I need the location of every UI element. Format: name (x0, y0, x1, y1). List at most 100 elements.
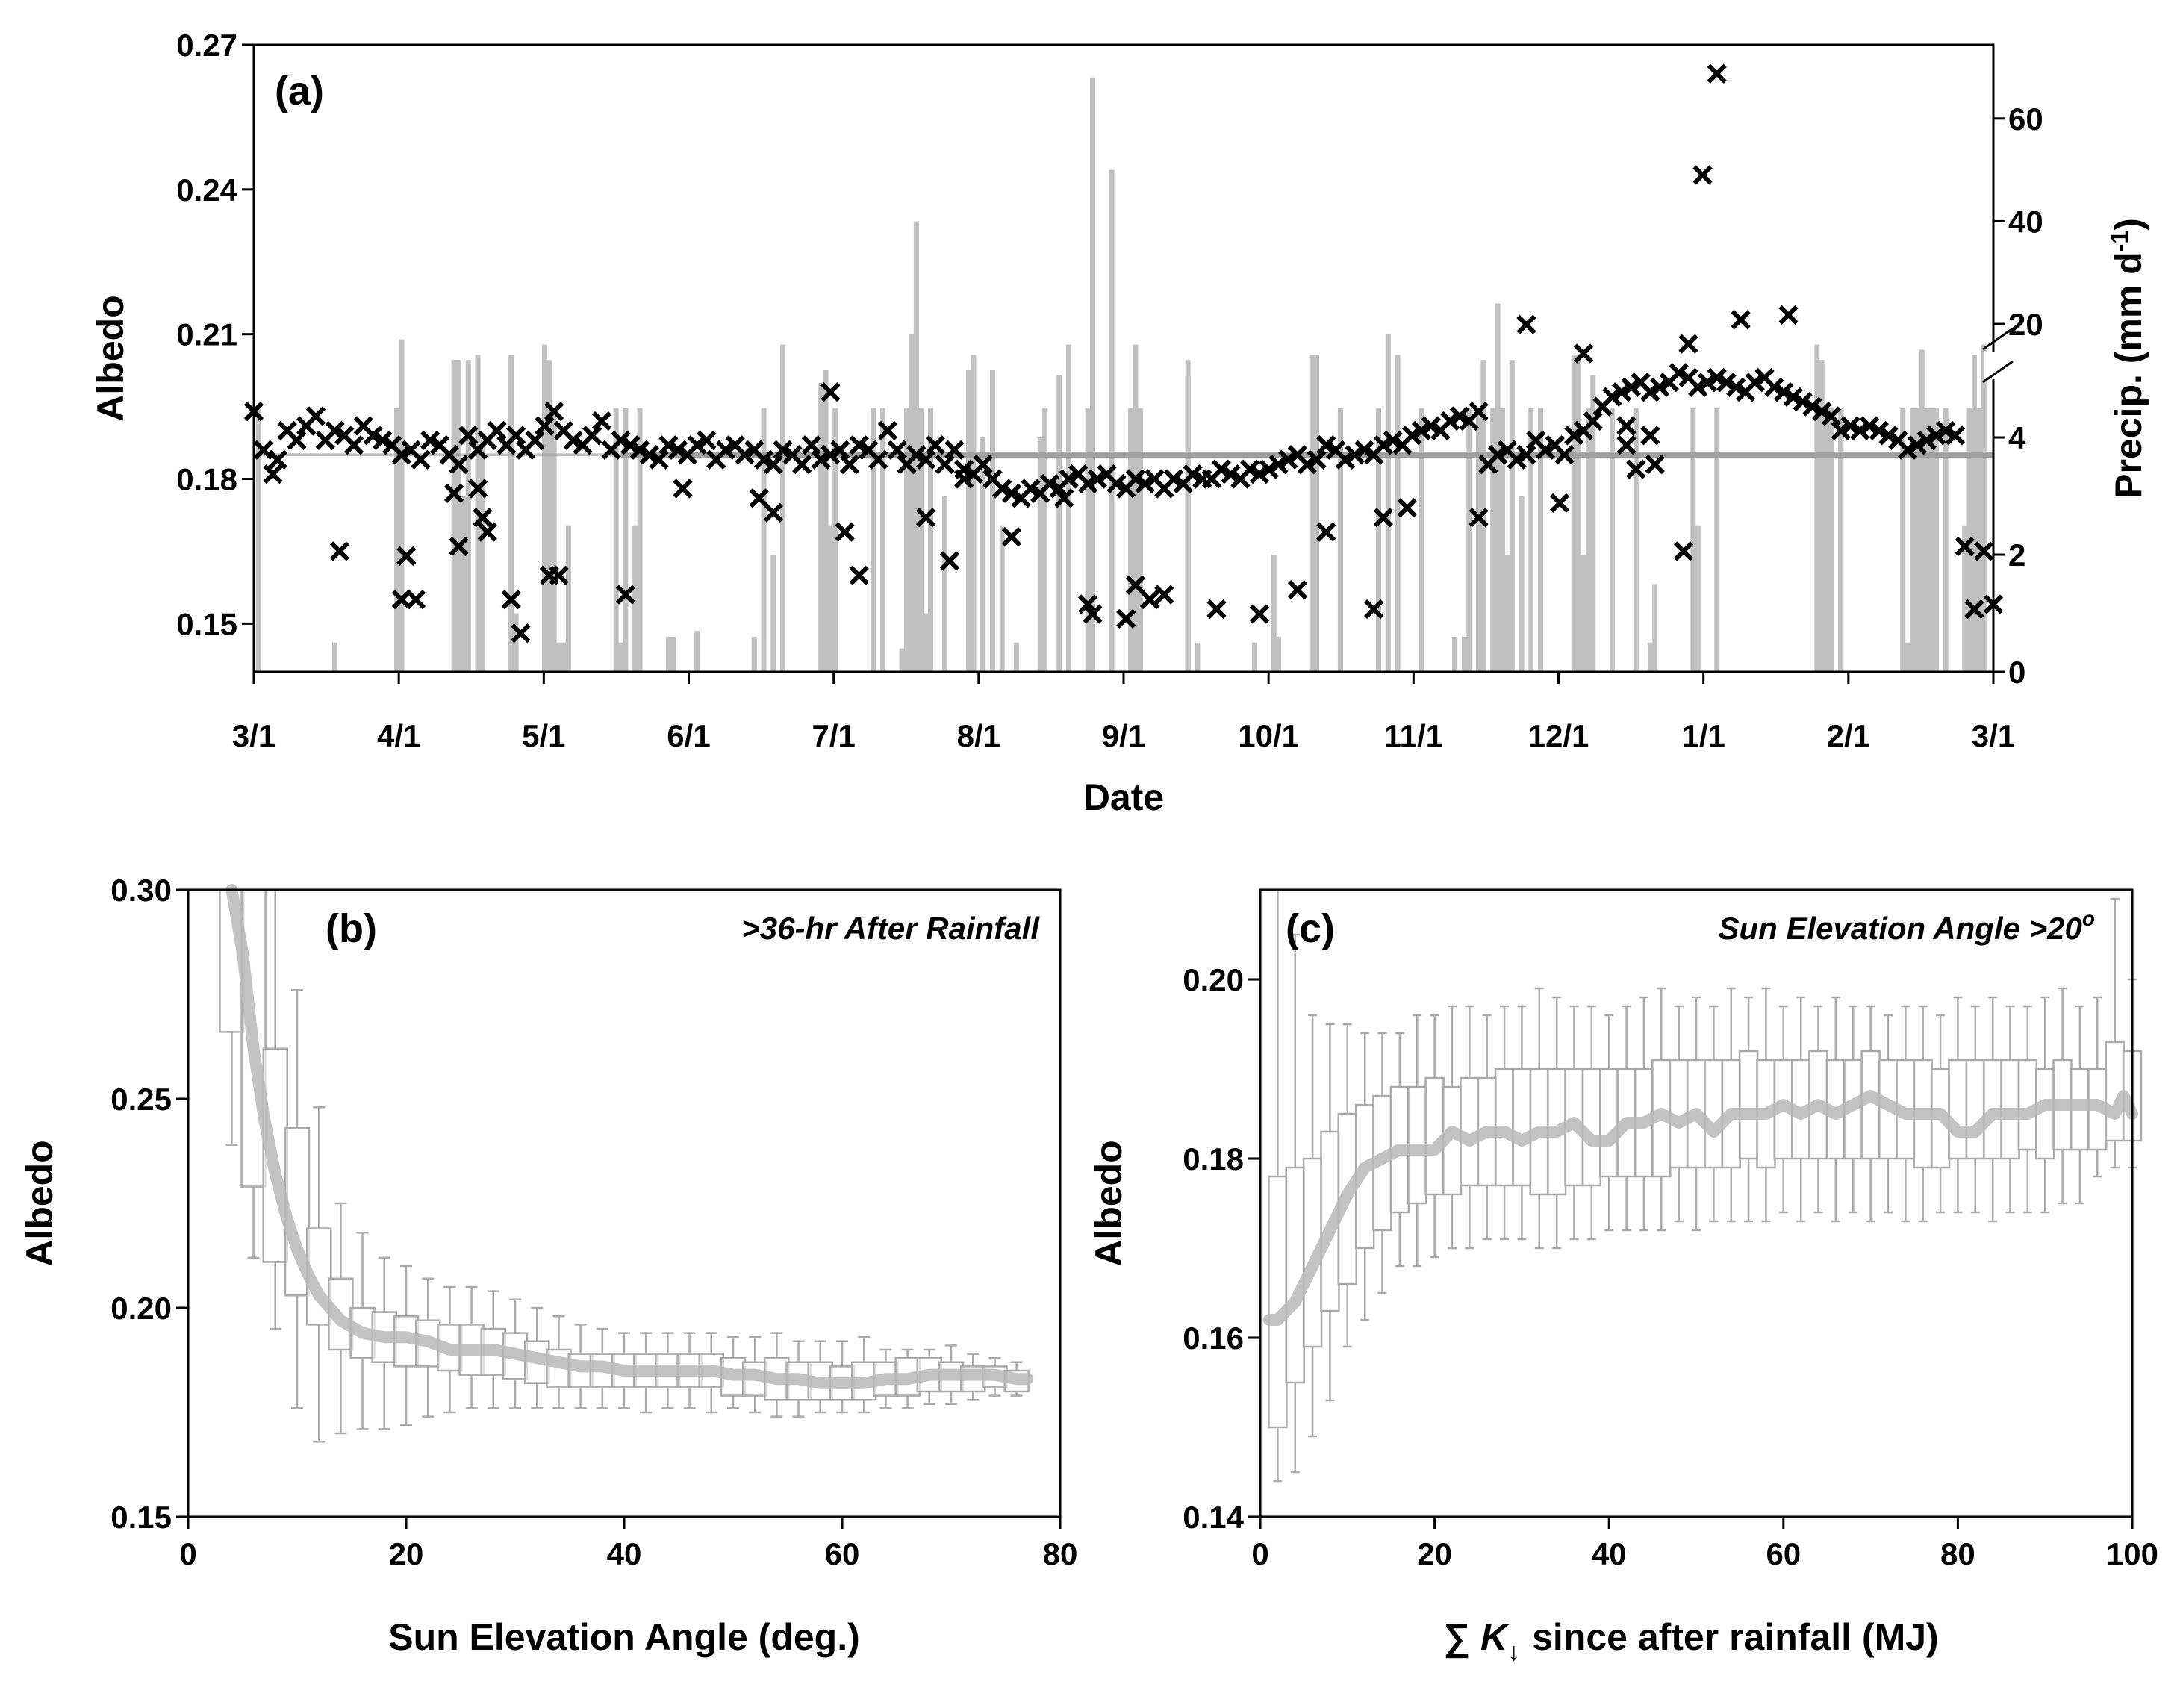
y-axis-title-a: Albedo (90, 295, 131, 421)
albedo-marker (1163, 469, 1184, 489)
albedo-marker (1345, 445, 1365, 465)
albedo-marker (791, 455, 812, 475)
albedo-marker (1926, 426, 1946, 446)
y-tick-label: 0.25 (110, 1082, 172, 1117)
albedo-marker (1516, 314, 1536, 334)
albedo-marker (443, 483, 464, 504)
precip-bar (394, 408, 400, 672)
y-tick-label: 0.14 (1183, 1500, 1244, 1535)
albedo-marker (1259, 459, 1279, 479)
albedo-marker (1316, 522, 1336, 542)
axes-c: 0 20 40 60 80 100 0.14 0.16 0.18 0.20 (1183, 962, 2158, 1571)
albedo-marker (673, 479, 693, 499)
albedo-marker (1139, 589, 1160, 610)
median-curve (225, 884, 1034, 1389)
precip-bar (1037, 437, 1043, 672)
albedo-marker (1449, 406, 1470, 426)
albedo-marker (1287, 580, 1308, 600)
albedo-marker (773, 440, 793, 460)
albedo-marker (1793, 392, 1813, 412)
x-tick-label: 20 (389, 1536, 424, 1571)
albedo-marker (954, 469, 974, 489)
albedo-marker (1773, 382, 1794, 402)
albedo-marker (1507, 449, 1527, 470)
albedo-marker (1135, 473, 1155, 494)
y-tick-label: 0.15 (110, 1500, 172, 1535)
albedo-marker (973, 455, 993, 475)
albedo-marker (1707, 367, 1727, 387)
y2-tick-label-a: 40 (2008, 204, 2043, 239)
precip-bar (1056, 375, 1062, 672)
panel-label-c: (c) (1286, 906, 1335, 951)
plot-frame-a (252, 43, 1995, 673)
albedo-marker (1516, 445, 1536, 465)
precip-bar (942, 496, 948, 672)
albedo-marker (267, 449, 288, 470)
albedo-marker (1678, 334, 1698, 354)
x-tick-label: 80 (1940, 1536, 1975, 1571)
precip-bar (694, 631, 700, 672)
albedo-marker (253, 440, 273, 460)
albedo-marker (1039, 473, 1060, 494)
precip-bar (1909, 408, 1915, 672)
albedo-marker (525, 430, 545, 450)
x-tick-label: 0 (1251, 1536, 1268, 1571)
albedo-marker (263, 464, 283, 484)
precip-bar (1538, 496, 1544, 672)
precip-bar (508, 355, 514, 672)
box (1512, 1068, 1532, 1187)
albedo-marker (639, 445, 659, 465)
precip-bar (465, 360, 471, 672)
precip-bar (871, 408, 876, 672)
panel-b-albedo-vs-sun-elevation: 0 20 40 60 80 0.15 0.20 0.25 0.30 (b) >36-hr Aft… (19, 873, 1077, 1658)
y2-tick-label-a: 0 (2008, 655, 2025, 690)
albedo-marker (1106, 473, 1127, 494)
albedo-marker (420, 430, 440, 450)
albedo-marker (1573, 343, 1594, 364)
precip-bar (632, 525, 638, 672)
albedo-marker (1183, 464, 1203, 484)
albedo-marker (939, 551, 960, 571)
albedo-marker (1726, 377, 1746, 397)
albedo-marker (849, 435, 869, 455)
precip-bar (1828, 408, 1834, 672)
albedo-marker (1125, 469, 1146, 489)
albedo-marker (1673, 541, 1694, 561)
axis-break-mark (1982, 327, 2014, 351)
precip-bar (918, 408, 924, 672)
panel-c-albedo-vs-cumulative-radiation: 0 20 40 60 80 100 0.14 0.16 0.18 0.20 (c) Sun Ele… (1088, 888, 2158, 1666)
albedo-marker (1955, 536, 1975, 557)
precip-bar (1128, 408, 1134, 672)
y2-tick-label-a: 4 (2008, 420, 2026, 455)
albedo-marker (915, 449, 936, 470)
albedo-marker (1850, 420, 1870, 441)
albedo-marker (449, 536, 469, 557)
precip-bar (913, 221, 919, 673)
albedo-marker (835, 522, 855, 542)
albedo-marker (563, 430, 583, 450)
median-curve (1262, 1090, 2138, 1326)
panel-label-a: (a) (275, 69, 324, 113)
albedo-marker (1125, 575, 1146, 595)
precip-bar (1385, 334, 1391, 672)
albedo-marker (1154, 585, 1174, 605)
precip-bar (1933, 408, 1939, 672)
x-tick-label: 60 (825, 1536, 860, 1571)
precip-bar (1528, 408, 1534, 672)
albedo-marker (1831, 420, 1851, 441)
precip-bar (513, 613, 519, 672)
precip-bar (541, 344, 547, 672)
precip-bar (556, 642, 562, 672)
albedo-marker (1249, 464, 1270, 484)
x-tick-label-a: 2/1 (1827, 718, 1870, 753)
albedo-marker (1821, 406, 1842, 426)
precip-bar (1490, 408, 1496, 672)
precip-bar (1195, 642, 1201, 672)
precip-bar (827, 525, 833, 672)
precip-bar (966, 370, 972, 672)
precip-bar (1576, 355, 1582, 672)
precip-bar (665, 636, 671, 672)
precip-bar (923, 613, 929, 672)
albedo-marker (1373, 435, 1394, 455)
precip-bar (818, 383, 824, 672)
